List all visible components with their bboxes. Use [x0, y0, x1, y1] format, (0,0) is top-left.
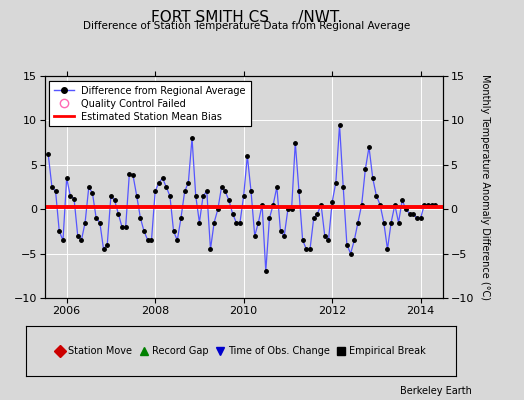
- Legend: Difference from Regional Average, Quality Control Failed, Estimated Station Mean: Difference from Regional Average, Qualit…: [49, 81, 251, 126]
- Legend: Station Move, Record Gap, Time of Obs. Change, Empirical Break: Station Move, Record Gap, Time of Obs. C…: [53, 343, 429, 359]
- Text: Difference of Station Temperature Data from Regional Average: Difference of Station Temperature Data f…: [83, 21, 410, 31]
- Text: FORT SMITH CS      /NWT.: FORT SMITH CS /NWT.: [150, 10, 342, 25]
- Y-axis label: Monthly Temperature Anomaly Difference (°C): Monthly Temperature Anomaly Difference (…: [481, 74, 490, 300]
- Text: Berkeley Earth: Berkeley Earth: [400, 386, 472, 396]
